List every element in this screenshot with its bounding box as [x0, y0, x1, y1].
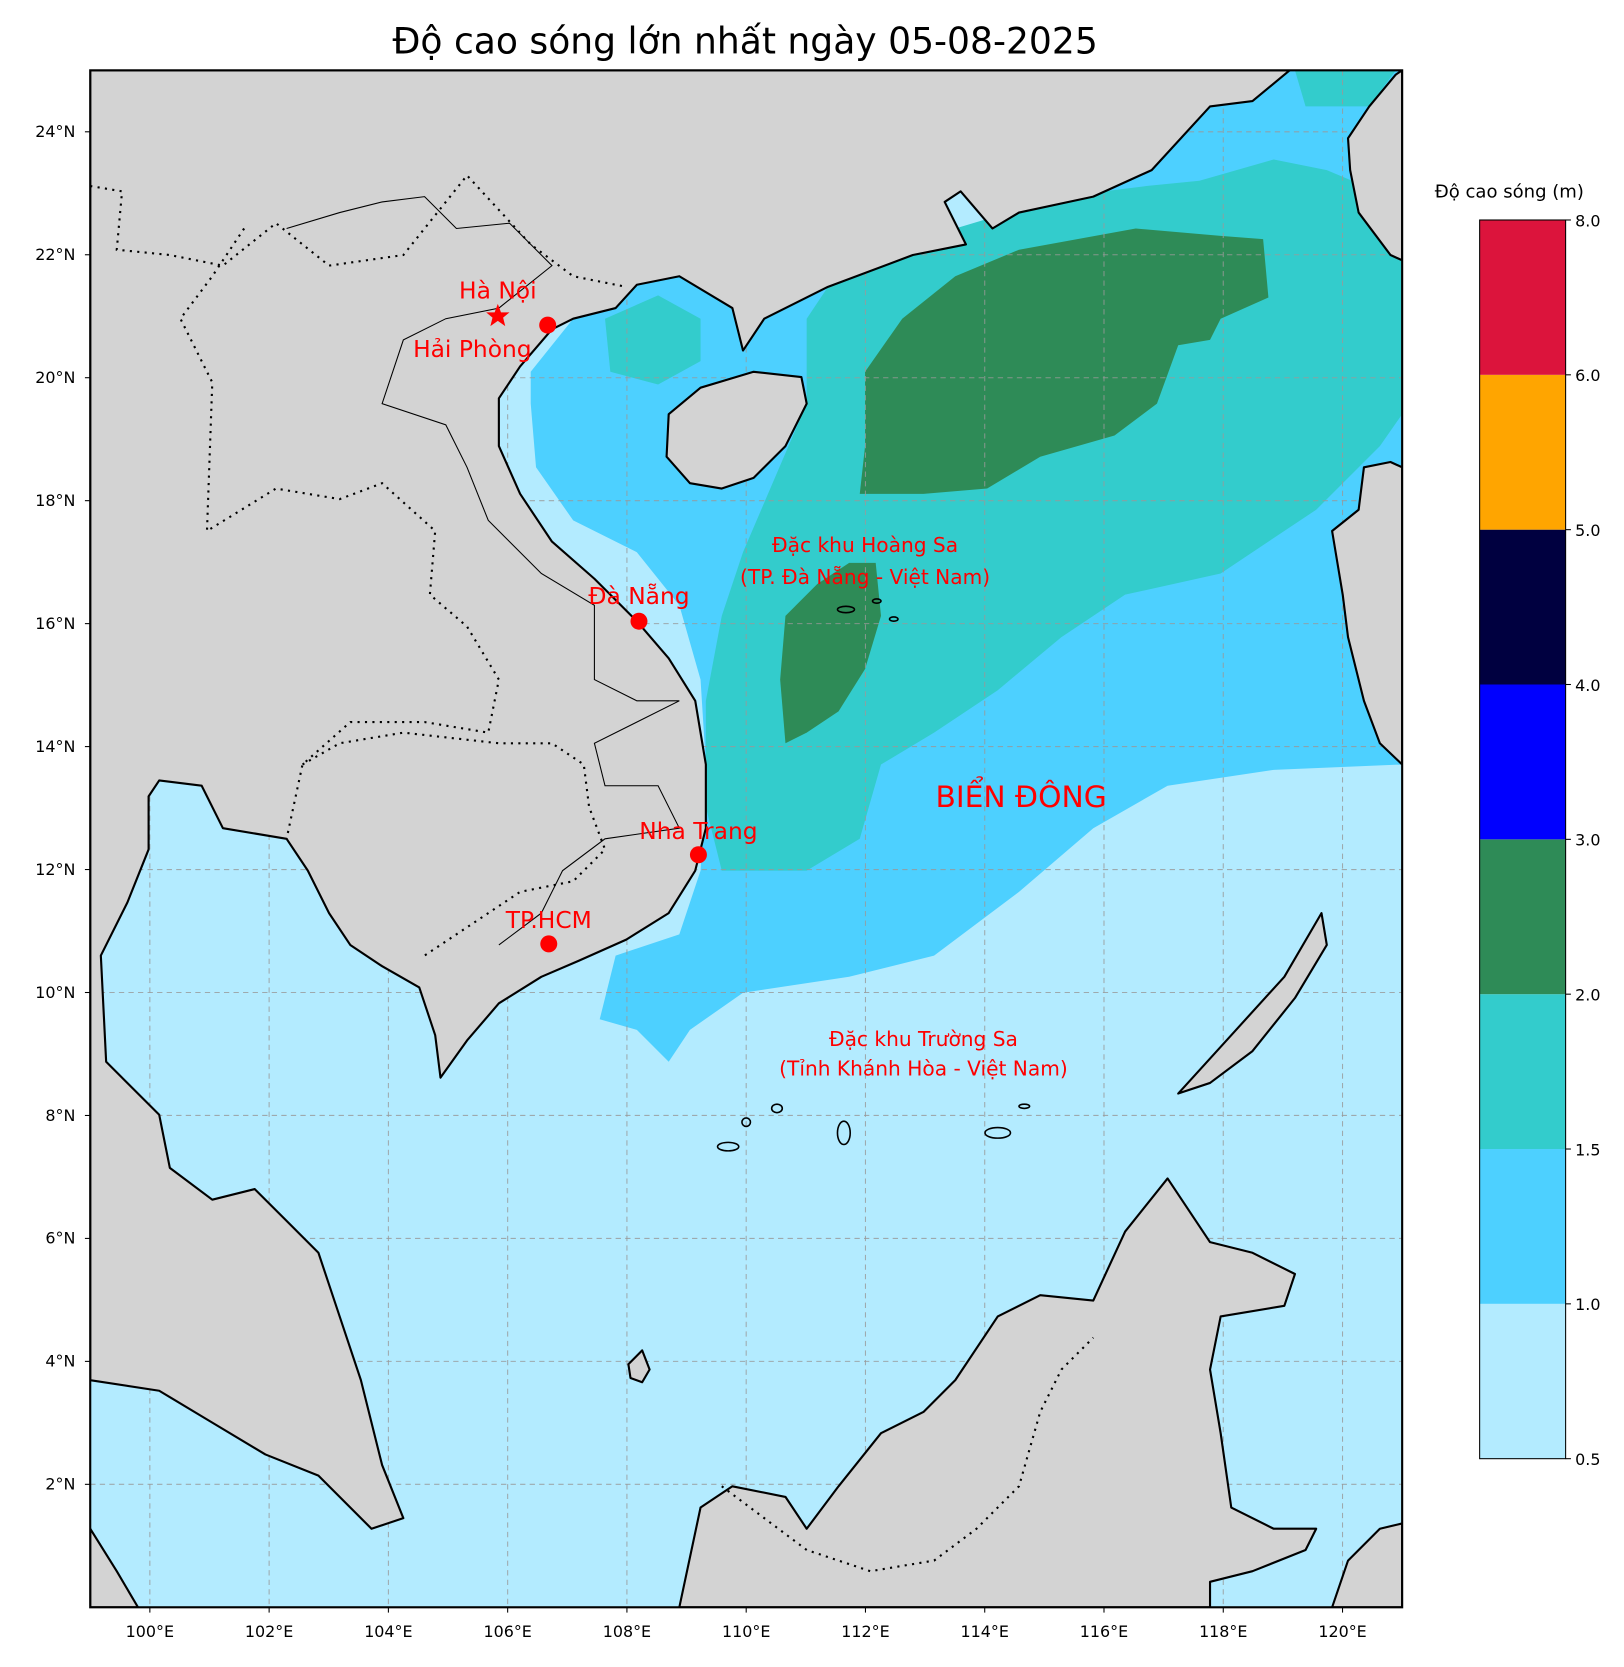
- colorbar-tick-label: 2.0: [1575, 986, 1600, 1005]
- land-borneo: [678, 1177, 1318, 1608]
- hoangsa-sublabel: (TP. Đà Nẵng - Việt Nam): [740, 565, 990, 589]
- haiphong-marker[interactable]: [539, 316, 557, 334]
- tphcm-label: TP.HCM: [505, 906, 592, 934]
- colorbar-bin: [1479, 839, 1566, 995]
- lat-tick-label: 16°N: [35, 614, 75, 633]
- danang-marker[interactable]: [630, 612, 648, 630]
- tphcm-marker[interactable]: [540, 935, 558, 953]
- paracel-islands: [836, 598, 899, 623]
- lat-tick-label: 8°N: [45, 1106, 75, 1125]
- colorbar-tick-label: 3.0: [1575, 831, 1600, 850]
- colorbar-title: Độ cao sóng (m): [1435, 182, 1584, 203]
- hoangsa-label: Đặc khu Hoàng Sa: [772, 533, 958, 557]
- wave-zone-1-5-2-gulf: [605, 295, 701, 385]
- spratly-islands: [716, 1103, 1031, 1152]
- lon-tick-label: 112°E: [841, 1622, 889, 1641]
- map-area: Hà Nội Hải Phòng Đà Nẵng Nha Trang TP.HC…: [90, 70, 1403, 1608]
- lat-tick-label: 2°N: [45, 1475, 75, 1494]
- truongsa-label: Đặc khu Trường Sa: [829, 1027, 1018, 1051]
- province-lines: [286, 196, 681, 946]
- colorbar-tick-label: 6.0: [1575, 366, 1600, 385]
- wave-zone-1-5-2-north: [1294, 70, 1396, 107]
- land-palawan: [1177, 912, 1328, 1095]
- lon-tick-label: 114°E: [961, 1622, 1009, 1641]
- haiphong-label: Hải Phòng: [413, 335, 532, 363]
- colorbar-bin: [1479, 529, 1566, 685]
- land-luzon: [1331, 460, 1403, 766]
- lat-tick-label: 4°N: [45, 1352, 75, 1371]
- danang-label: Đà Nẵng: [588, 582, 689, 610]
- hanoi-star-marker[interactable]: [486, 303, 510, 327]
- colorbar-bin: [1479, 994, 1566, 1150]
- land-mainland-asia: [90, 70, 1291, 1530]
- lon-tick-label: 106°E: [483, 1622, 531, 1641]
- lat-tick-label: 12°N: [35, 860, 75, 879]
- colorbar-tick-label: 1.0: [1575, 1295, 1600, 1314]
- land-natuna: [627, 1349, 651, 1384]
- colorbar-bin: [1479, 684, 1566, 840]
- lon-tick-label: 100°E: [126, 1622, 174, 1641]
- colorbar-tick-label: 0.5: [1575, 1450, 1600, 1469]
- truongsa-sublabel: (Tỉnh Khánh Hòa - Việt Nam): [779, 1057, 1068, 1081]
- lat-tick-label: 10°N: [35, 983, 75, 1002]
- country-border-laos: [179, 227, 500, 840]
- lat-tick-label: 14°N: [35, 737, 75, 756]
- lon-tick-label: 108°E: [603, 1622, 651, 1641]
- lat-tick-label: 20°N: [35, 368, 75, 387]
- wave-zone-2-3-north: [859, 228, 1269, 494]
- colorbar-bin: [1479, 374, 1566, 530]
- country-border-cambodia: [301, 731, 607, 957]
- land-hainan: [665, 370, 808, 490]
- colorbar-tick-label: 4.0: [1575, 676, 1600, 695]
- lon-tick-label: 120°E: [1318, 1622, 1366, 1641]
- hanoi-label: Hà Nội: [459, 277, 537, 305]
- lat-tick-label: 18°N: [35, 491, 75, 510]
- lon-tick-label: 110°E: [722, 1622, 770, 1641]
- latitude-axis: 2°N 4°N 6°N 8°N 10°N 12°N 14°N 16°N 18°N 20°N 22°N…: [35, 122, 91, 1494]
- colorbar-bin: [1479, 1149, 1566, 1304]
- land-mindanao: [1331, 1522, 1403, 1608]
- nhatrang-marker[interactable]: [689, 846, 707, 864]
- lon-tick-label: 102°E: [245, 1622, 293, 1641]
- lon-tick-label: 118°E: [1199, 1622, 1247, 1641]
- lon-tick-label: 116°E: [1080, 1622, 1128, 1641]
- wave-zone-2-3-hoangsa: [780, 562, 881, 744]
- nhatrang-label: Nha Trang: [639, 817, 757, 845]
- colorbar-bin: [1479, 1303, 1566, 1459]
- colorbar-tick-label: 5.0: [1575, 521, 1600, 540]
- lat-tick-label: 24°N: [35, 122, 75, 141]
- colorbar-tick-label: 8.0: [1575, 211, 1600, 230]
- lat-tick-label: 6°N: [45, 1229, 75, 1248]
- wave-zone-1-5-2: [705, 159, 1403, 871]
- longitude-axis: 100°E 102°E 104°E 106°E 108°E 110°E 112°E 114°E…: [126, 1607, 1367, 1641]
- colorbar: 0.5 1.0 1.5 2.0 3.0 4.0 5.0 6.0 8.0: [1479, 211, 1600, 1469]
- land-taiwan: [1346, 70, 1403, 262]
- lat-tick-label: 22°N: [35, 245, 75, 264]
- colorbar-bin: [1479, 219, 1566, 375]
- map-title: Độ cao sóng lớn nhất ngày 05-08-2025: [392, 20, 1097, 62]
- colorbar-tick-label: 1.5: [1575, 1140, 1600, 1159]
- sea-label: BIỂN ĐÔNG: [935, 774, 1106, 815]
- lon-tick-label: 104°E: [364, 1622, 412, 1641]
- land-sumatra: [90, 1527, 140, 1608]
